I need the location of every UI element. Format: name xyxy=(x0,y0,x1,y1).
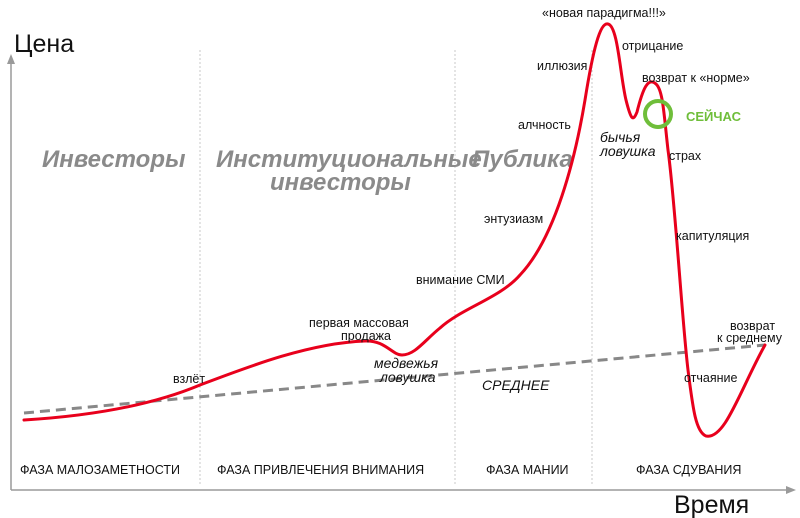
label-illusion: иллюзия xyxy=(537,59,587,73)
label-paradigm: «новая парадигма!!!» xyxy=(542,6,666,20)
group-public: Публика xyxy=(472,146,573,173)
x-axis-arrow xyxy=(786,486,796,494)
label-first-sale-2: продажа xyxy=(341,329,391,343)
x-axis-label: Время xyxy=(674,491,749,518)
label-enthusiasm: энтузиазм xyxy=(484,212,543,226)
phase-stealth: ФАЗА МАЛОЗАМЕТНОСТИ xyxy=(20,463,180,477)
label-return-mean-1: возврат xyxy=(730,319,775,333)
label-first-sale-1: первая массовая xyxy=(309,316,409,330)
label-denial: отрицание xyxy=(622,39,683,53)
label-bear-trap-1: медвежья xyxy=(374,355,439,371)
label-bull-trap-1: бычья xyxy=(600,129,641,145)
label-capitulation: капитуляция xyxy=(676,229,749,243)
label-despair: отчаяние xyxy=(684,371,738,385)
group-institutional-2: инвесторы xyxy=(270,169,411,196)
phase-awareness: ФАЗА ПРИВЛЕЧЕНИЯ ВНИМАНИЯ xyxy=(217,463,424,477)
label-fear: страх xyxy=(669,149,702,163)
group-institutional-1: Институциональные xyxy=(216,146,482,173)
label-return-normal: возврат к «норме» xyxy=(642,71,750,85)
label-greed: алчность xyxy=(518,118,571,132)
label-takeoff: взлёт xyxy=(173,372,205,386)
y-axis-arrow xyxy=(7,54,15,64)
label-bull-trap-2: ловушка xyxy=(599,143,656,159)
label-average: СРЕДНЕЕ xyxy=(482,377,550,393)
now-marker xyxy=(643,99,673,129)
now-label: СЕЙЧАС xyxy=(686,109,742,124)
average-line xyxy=(23,343,766,415)
label-media: внимание СМИ xyxy=(416,273,505,287)
phase-mania: ФАЗА МАНИИ xyxy=(486,463,569,477)
group-investors: Инвесторы xyxy=(42,146,186,173)
label-bear-trap-2: ловушка xyxy=(379,369,436,385)
label-return-mean-2: к среднему xyxy=(717,331,783,345)
price-curve xyxy=(22,22,767,438)
y-axis-label: Цена xyxy=(14,30,74,58)
phase-blowoff: ФАЗА СДУВАНИЯ xyxy=(636,463,741,477)
